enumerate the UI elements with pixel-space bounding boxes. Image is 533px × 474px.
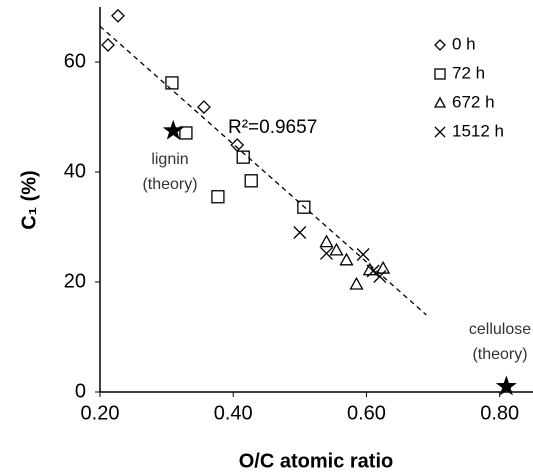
legend-label: 72 h — [452, 63, 485, 82]
point — [165, 76, 179, 90]
point — [101, 38, 115, 52]
legend-label: 672 h — [452, 92, 495, 111]
reference-point — [162, 119, 184, 140]
point — [244, 174, 258, 188]
point — [320, 246, 333, 260]
point — [111, 8, 125, 23]
point — [376, 260, 391, 274]
point — [349, 276, 364, 290]
y-tick-label: 60 — [64, 50, 86, 72]
point — [211, 190, 225, 204]
point — [366, 264, 380, 278]
legend-marker — [434, 39, 446, 51]
legend-label: 1512 h — [452, 121, 504, 140]
reference-label: cellulose — [469, 321, 531, 338]
x-tick-label: 0.20 — [81, 402, 120, 424]
point — [293, 226, 307, 239]
y-tick-label: 40 — [64, 160, 86, 182]
x-tick-label: 0.40 — [214, 402, 253, 424]
point — [356, 248, 370, 261]
reference-label: lignin — [151, 151, 188, 168]
trendline-label: R²=0.9657 — [228, 117, 317, 138]
reference-label: (theory) — [472, 346, 527, 363]
x-axis-title: O/C atomic ratio — [239, 450, 393, 472]
y-tick-label: 0 — [75, 380, 86, 402]
y-axis-title: C₁ (%) — [18, 170, 40, 229]
point — [236, 150, 250, 164]
reference-label: (theory) — [142, 176, 197, 193]
x-tick-label: 0.60 — [347, 402, 386, 424]
y-tick-label: 20 — [64, 270, 86, 292]
legend-marker — [434, 126, 446, 138]
point — [373, 270, 387, 283]
point — [230, 138, 245, 152]
legend-marker — [433, 96, 447, 108]
x-tick-label: 0.80 — [480, 402, 519, 424]
point — [339, 252, 354, 266]
point — [179, 126, 193, 140]
point — [197, 100, 211, 115]
point — [297, 200, 311, 214]
point — [329, 242, 344, 256]
legend-label: 0 h — [452, 34, 476, 53]
legend-marker — [434, 68, 446, 80]
reference-point — [495, 375, 517, 396]
point — [319, 234, 334, 248]
